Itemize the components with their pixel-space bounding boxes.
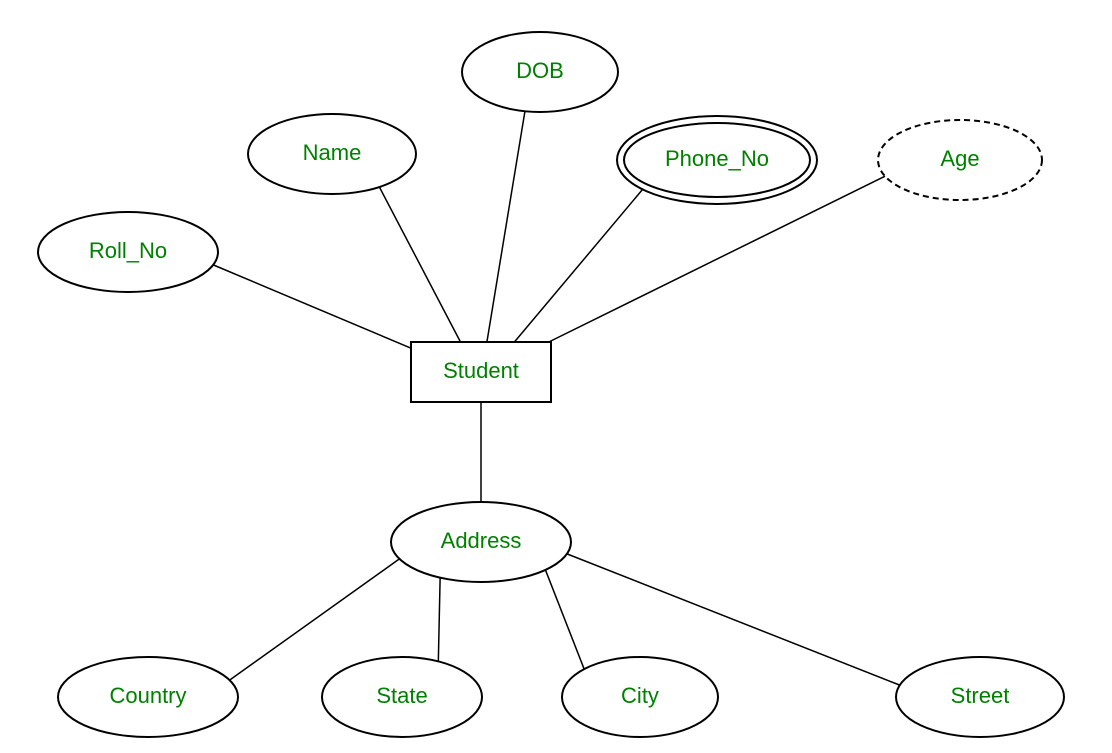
attribute-country: Country xyxy=(58,657,238,737)
attribute-label-phone: Phone_No xyxy=(665,146,769,171)
attribute-city: City xyxy=(562,657,718,737)
attribute-state: State xyxy=(322,657,482,737)
entity-label: Student xyxy=(443,358,519,383)
attribute-dob: DOB xyxy=(462,32,618,112)
attribute-label-street: Street xyxy=(951,683,1010,708)
edge-entity-name xyxy=(379,187,460,342)
edge-address-city xyxy=(545,570,584,669)
attribute-label-address: Address xyxy=(441,528,522,553)
edge-entity-rollno xyxy=(213,265,411,348)
attribute-label-rollno: Roll_No xyxy=(89,238,167,263)
attribute-age: Age xyxy=(878,120,1042,200)
edge-entity-phone xyxy=(514,189,642,342)
entity-student: Student xyxy=(411,342,551,402)
er-diagram: Student Roll_No Name DOB Phone_No Age Address C… xyxy=(0,0,1112,753)
attribute-label-city: City xyxy=(621,683,659,708)
attribute-address: Address xyxy=(391,502,571,582)
attribute-label-age: Age xyxy=(940,146,979,171)
attribute-name: Name xyxy=(248,114,416,194)
attribute-rollno: Roll_No xyxy=(38,212,218,292)
attribute-phone: Phone_No xyxy=(617,116,817,204)
attribute-label-state: State xyxy=(376,683,427,708)
attribute-street: Street xyxy=(896,657,1064,737)
attribute-label-country: Country xyxy=(109,683,186,708)
attribute-label-name: Name xyxy=(303,140,362,165)
edge-entity-dob xyxy=(487,111,525,342)
edges xyxy=(213,111,900,685)
edge-address-state xyxy=(438,578,440,662)
attribute-label-dob: DOB xyxy=(516,58,564,83)
